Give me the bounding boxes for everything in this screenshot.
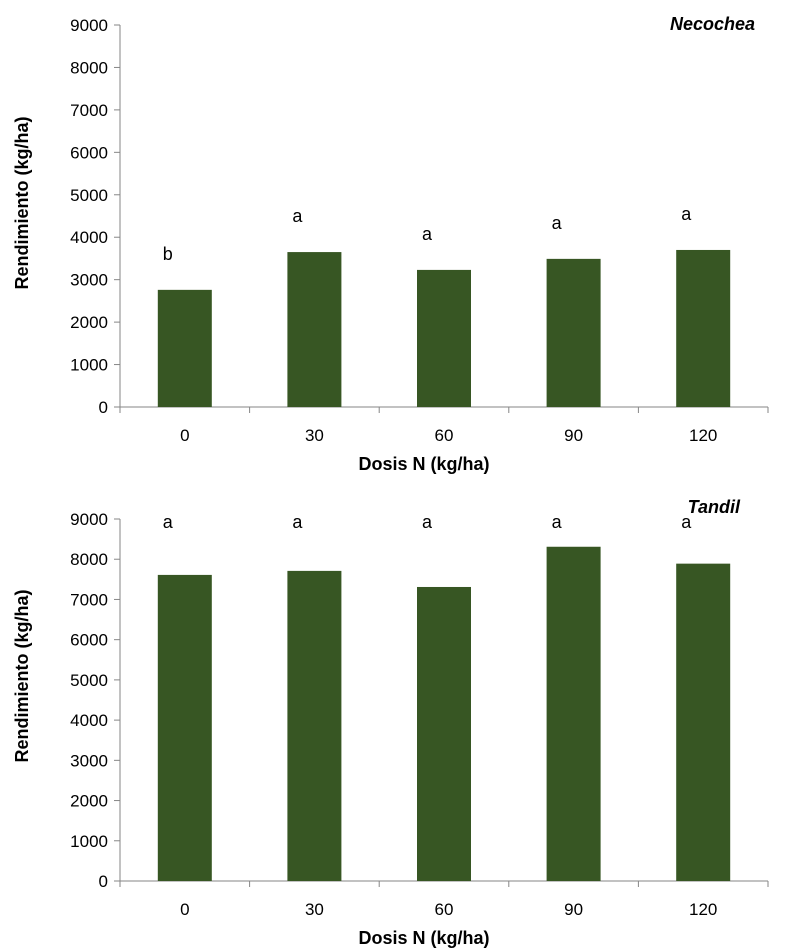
x-tick-label: 90 — [564, 900, 583, 919]
y-tick-label: 7000 — [70, 101, 108, 120]
x-tick-label: 120 — [689, 900, 717, 919]
chart-necochea: Necochea Rendimiento (kg/ha) Dosis N (kg… — [12, 14, 769, 474]
x-tick-label: 0 — [180, 426, 189, 445]
y-tick-label: 0 — [99, 398, 108, 417]
x-axis-title: Dosis N (kg/ha) — [358, 928, 489, 948]
x-axis-title: Dosis N (kg/ha) — [358, 454, 489, 474]
site-label: Necochea — [670, 14, 755, 34]
y-tick-label: 8000 — [70, 550, 108, 569]
bar-60 — [417, 269, 471, 407]
x-tick-label: 60 — [435, 900, 454, 919]
y-tick-label: 8000 — [70, 58, 108, 77]
significance-letter: a — [422, 224, 433, 244]
bar-30 — [287, 252, 342, 407]
bar-30 — [287, 570, 342, 881]
y-tick-label: 6000 — [70, 143, 108, 162]
x-tick-label: 30 — [305, 426, 324, 445]
y-tick-label: 2000 — [70, 792, 108, 811]
bar-60 — [417, 586, 471, 881]
y-tick-label: 5000 — [70, 671, 108, 690]
significance-letter: a — [552, 213, 563, 233]
significance-letter: a — [422, 512, 433, 532]
bar-0 — [157, 289, 212, 407]
x-tick-label: 0 — [180, 900, 189, 919]
significance-letter: a — [552, 512, 563, 532]
y-tick-label: 4000 — [70, 228, 108, 247]
significance-letter: a — [681, 204, 692, 224]
x-tick-label: 90 — [564, 426, 583, 445]
bar-90 — [546, 546, 601, 881]
y-tick-label: 1000 — [70, 832, 108, 851]
significance-letter: a — [163, 512, 174, 532]
y-tick-label: 6000 — [70, 631, 108, 650]
x-tick-label: 60 — [435, 426, 454, 445]
significance-letter: b — [163, 244, 173, 264]
y-tick-label: 9000 — [70, 510, 108, 529]
y-tick-label: 2000 — [70, 313, 108, 332]
bar-90 — [546, 258, 601, 407]
y-tick-label: 1000 — [70, 356, 108, 375]
site-label: Tandil — [688, 497, 741, 517]
x-tick-label: 120 — [689, 426, 717, 445]
y-tick-label: 3000 — [70, 271, 108, 290]
y-tick-label: 0 — [99, 872, 108, 891]
y-tick-label: 5000 — [70, 186, 108, 205]
bar-120 — [676, 563, 731, 881]
significance-letter: a — [681, 512, 692, 532]
bar-120 — [676, 249, 731, 407]
y-axis-title: Rendimiento (kg/ha) — [12, 589, 32, 762]
y-tick-label: 7000 — [70, 590, 108, 609]
significance-letter: a — [292, 206, 303, 226]
chart-tandil: Tandil Rendimiento (kg/ha) Dosis N (kg/h… — [12, 497, 769, 948]
y-tick-label: 3000 — [70, 751, 108, 770]
y-axis-title: Rendimiento (kg/ha) — [12, 116, 32, 289]
y-tick-label: 9000 — [70, 16, 108, 35]
y-tick-label: 4000 — [70, 711, 108, 730]
significance-letter: a — [292, 512, 303, 532]
x-tick-label: 30 — [305, 900, 324, 919]
bar-0 — [157, 574, 212, 881]
